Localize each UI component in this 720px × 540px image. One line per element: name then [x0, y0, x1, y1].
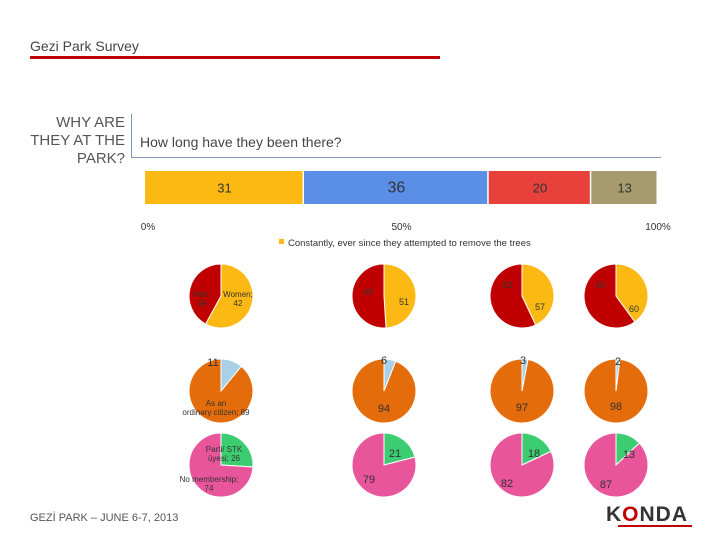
pie-slice — [188, 432, 254, 498]
pie-label-line: As an — [206, 399, 226, 408]
pie-label: 87 — [600, 479, 612, 491]
pie-label-line: Men; — [193, 290, 211, 299]
pie-label: 43 — [502, 280, 512, 290]
legend-label: Constantly, ever since they attempted to… — [288, 238, 531, 249]
pie-label: Men; 58 — [193, 290, 211, 308]
pie-label: 3 — [520, 355, 526, 367]
pie-label: 6 — [381, 355, 387, 367]
pie-slice — [351, 358, 417, 424]
question-title: How long have they been there? — [140, 134, 342, 150]
pie-label-line: Women; — [223, 290, 253, 299]
pie-label: 11 — [207, 357, 218, 369]
pie-label: 18 — [528, 448, 540, 460]
pie-label-line: ordinary citizen; 89 — [182, 408, 250, 417]
axis-tick-label: 50% — [391, 222, 411, 233]
pie-slice — [220, 432, 254, 468]
pie-label: 2 — [615, 356, 621, 368]
axis-tick-label: 100% — [645, 222, 671, 233]
pie-slice — [204, 263, 254, 329]
bar-segment — [145, 171, 303, 204]
bar-value-label: 36 — [387, 180, 405, 197]
pie-slice — [583, 263, 636, 329]
pie-slice — [615, 263, 649, 323]
pie-label: 51 — [399, 297, 409, 307]
bar-value-label: 20 — [533, 181, 547, 196]
pie-slice — [188, 263, 222, 325]
pie-slice — [351, 263, 387, 329]
divider-horizontal — [131, 157, 661, 158]
pie-label: 49 — [363, 287, 373, 297]
pie-label: 60 — [629, 304, 639, 314]
divider-vertical — [131, 114, 132, 158]
axis-tick-label: 0% — [141, 222, 156, 233]
pie-slice — [383, 432, 416, 466]
logo: KONDA — [606, 503, 688, 527]
pie-label-line: 42 — [234, 299, 243, 308]
side-question-line: WHY ARE — [56, 114, 125, 131]
pie-slice — [583, 432, 649, 498]
header-underline — [30, 56, 440, 59]
pie-slice — [188, 358, 254, 424]
side-question-line: THEY AT THE — [30, 132, 125, 149]
pie-label: 94 — [378, 403, 390, 415]
pie-label-line: Parti/ STK — [206, 445, 243, 454]
logo-o: O — [622, 503, 640, 526]
pie-label: Parti/ STK üyesi; 26 — [206, 445, 243, 463]
header-title: Gezi Park Survey — [30, 38, 139, 54]
pie-label-line: No membership; — [180, 475, 239, 484]
pie-label: 79 — [363, 474, 375, 486]
logo-suffix: NDA — [639, 503, 689, 526]
pie-label-line: 58 — [198, 299, 207, 308]
pie-label: 98 — [610, 401, 622, 413]
pie-slice — [383, 263, 417, 329]
bar-segment — [488, 171, 590, 204]
bar-segment — [304, 171, 488, 204]
pie-label: 97 — [516, 402, 528, 414]
pie-slice — [521, 263, 555, 326]
pie-slice — [489, 432, 555, 498]
legend-swatch — [279, 239, 284, 244]
pie-label-line: üyesi; 26 — [208, 454, 241, 463]
footer-text: GEZİ PARK – JUNE 6-7, 2013 — [30, 512, 179, 524]
pie-label: 82 — [501, 478, 513, 490]
pie-label-line: 74 — [205, 484, 214, 493]
logo-underline — [618, 525, 692, 527]
logo-k: K — [606, 503, 623, 526]
pie-label: Women; 42 — [223, 290, 253, 308]
pie-label: No membership; 74 — [180, 475, 239, 493]
pie-slice — [351, 432, 417, 498]
side-question-line: PARK? — [76, 150, 125, 167]
pie-label: 40 — [595, 280, 605, 290]
side-question: WHY ARE THEY AT THE PARK? — [12, 114, 125, 168]
pie-slice — [583, 358, 649, 424]
pie-slice — [489, 263, 537, 329]
bar-value-label: 31 — [217, 181, 231, 196]
pie-label: 13 — [623, 449, 635, 461]
bar-segment — [591, 171, 657, 204]
pie-label: 57 — [535, 302, 545, 312]
bar-value-label: 13 — [617, 181, 631, 196]
pie-label: 21 — [389, 448, 401, 460]
pie-slice — [489, 358, 555, 424]
pie-label: As an ordinary citizen; 89 — [182, 399, 250, 417]
